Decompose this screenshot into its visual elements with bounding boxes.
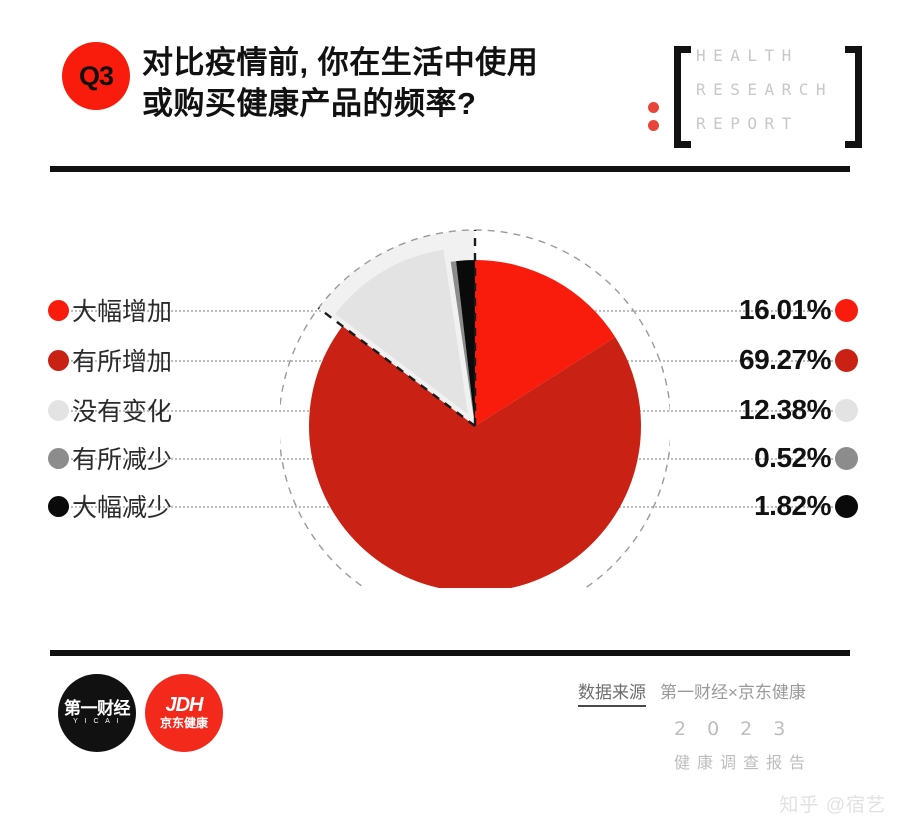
title-line-1: 对比疫情前, 你在生活中使用 <box>142 45 539 80</box>
legend-color-swatch <box>48 399 69 421</box>
legend-item-label: 有所增加 <box>72 348 173 376</box>
brand-line-1: HEALTH <box>696 46 799 65</box>
value-percentage: 69.27% <box>739 344 831 375</box>
brand-line-3: REPORT <box>696 114 799 133</box>
value-percentage: 0.52% <box>754 442 831 473</box>
legend-item-label: 大幅增加 <box>72 298 173 326</box>
value-color-swatch <box>835 298 858 322</box>
source-block: 数据来源 第一财经×京东健康 2023 健康调查报告 <box>578 678 868 773</box>
header: Q3 对比疫情前, 你在生活中使用 或购买健康产品的频率? HEALTH RES… <box>0 0 900 160</box>
page-title: 对比疫情前, 你在生活中使用 或购买健康产品的频率? <box>142 42 622 124</box>
legend-item[interactable]: 有所增加 <box>48 342 172 378</box>
watermark: 知乎 @宿艺 <box>779 795 886 816</box>
bracket-right-icon <box>845 46 862 148</box>
legend-color-swatch <box>48 299 69 321</box>
legend-item-label: 大幅减少 <box>72 494 173 522</box>
legend-color-swatch <box>48 349 69 371</box>
pie-slice-2 <box>309 326 641 588</box>
value-item: 12.38% <box>739 392 858 428</box>
question-badge: Q3 <box>62 42 130 110</box>
value-color-swatch <box>835 398 858 422</box>
value-percentage: 12.38% <box>739 394 831 425</box>
divider-top <box>50 166 850 172</box>
source-value: 第一财经×京东健康 <box>660 683 806 702</box>
legend-item[interactable]: 没有变化 <box>48 392 172 428</box>
legend-color-swatch <box>48 447 69 469</box>
logo-yicai-sub: Y I C A I <box>73 718 121 726</box>
pie-slice-3 <box>335 249 468 414</box>
divider-bottom <box>50 650 850 656</box>
bracket-left-icon <box>674 46 691 148</box>
value-percentage: 16.01% <box>739 294 831 325</box>
logo-yicai[interactable]: 第一财经 Y I C A I <box>58 674 136 752</box>
pie-svg <box>280 229 670 588</box>
report-year: 2023 <box>674 718 807 740</box>
value-item: 1.82% <box>754 488 858 524</box>
logo-jdh-name: JDH <box>165 693 203 716</box>
brand-logo: HEALTH RESEARCH REPORT <box>648 46 878 148</box>
value-color-swatch <box>835 446 858 470</box>
legend-color-swatch <box>48 495 69 517</box>
value-color-swatch <box>835 494 858 518</box>
title-line-2: 或购买健康产品的频率? <box>142 86 477 122</box>
value-item: 16.01% <box>739 292 858 328</box>
colon-dots-icon <box>648 102 659 131</box>
brand-line-2: RESEARCH <box>696 80 834 99</box>
brand-text: HEALTH RESEARCH REPORT <box>696 48 846 132</box>
pie-slice-5 <box>456 260 475 426</box>
logo-yicai-name: 第一财经 <box>64 698 131 718</box>
footer: 第一财经 Y I C A I JDH 京东健康 数据来源 第一财经×京东健康 2… <box>0 662 900 802</box>
logo-jdh-sub: 京东健康 <box>159 715 208 730</box>
value-item: 69.27% <box>739 342 858 378</box>
legend-item[interactable]: 有所减少 <box>48 440 172 476</box>
pie-chart-region <box>0 172 900 648</box>
legend-item[interactable]: 大幅增加 <box>48 292 172 328</box>
logo-jdh[interactable]: JDH 京东健康 <box>145 674 223 752</box>
value-color-swatch <box>835 348 858 372</box>
legend-item-label: 有所减少 <box>72 446 173 474</box>
report-subtitle: 健康调查报告 <box>674 755 813 772</box>
legend-item[interactable]: 大幅减少 <box>48 488 172 524</box>
pie-slice-4 <box>450 261 475 426</box>
value-percentage: 1.82% <box>754 490 831 521</box>
legend-item-label: 没有变化 <box>72 398 173 426</box>
pie-chart <box>280 188 670 588</box>
value-item: 0.52% <box>754 440 858 476</box>
pie-slice-1 <box>475 260 616 426</box>
source-label: 数据来源 <box>578 678 646 707</box>
